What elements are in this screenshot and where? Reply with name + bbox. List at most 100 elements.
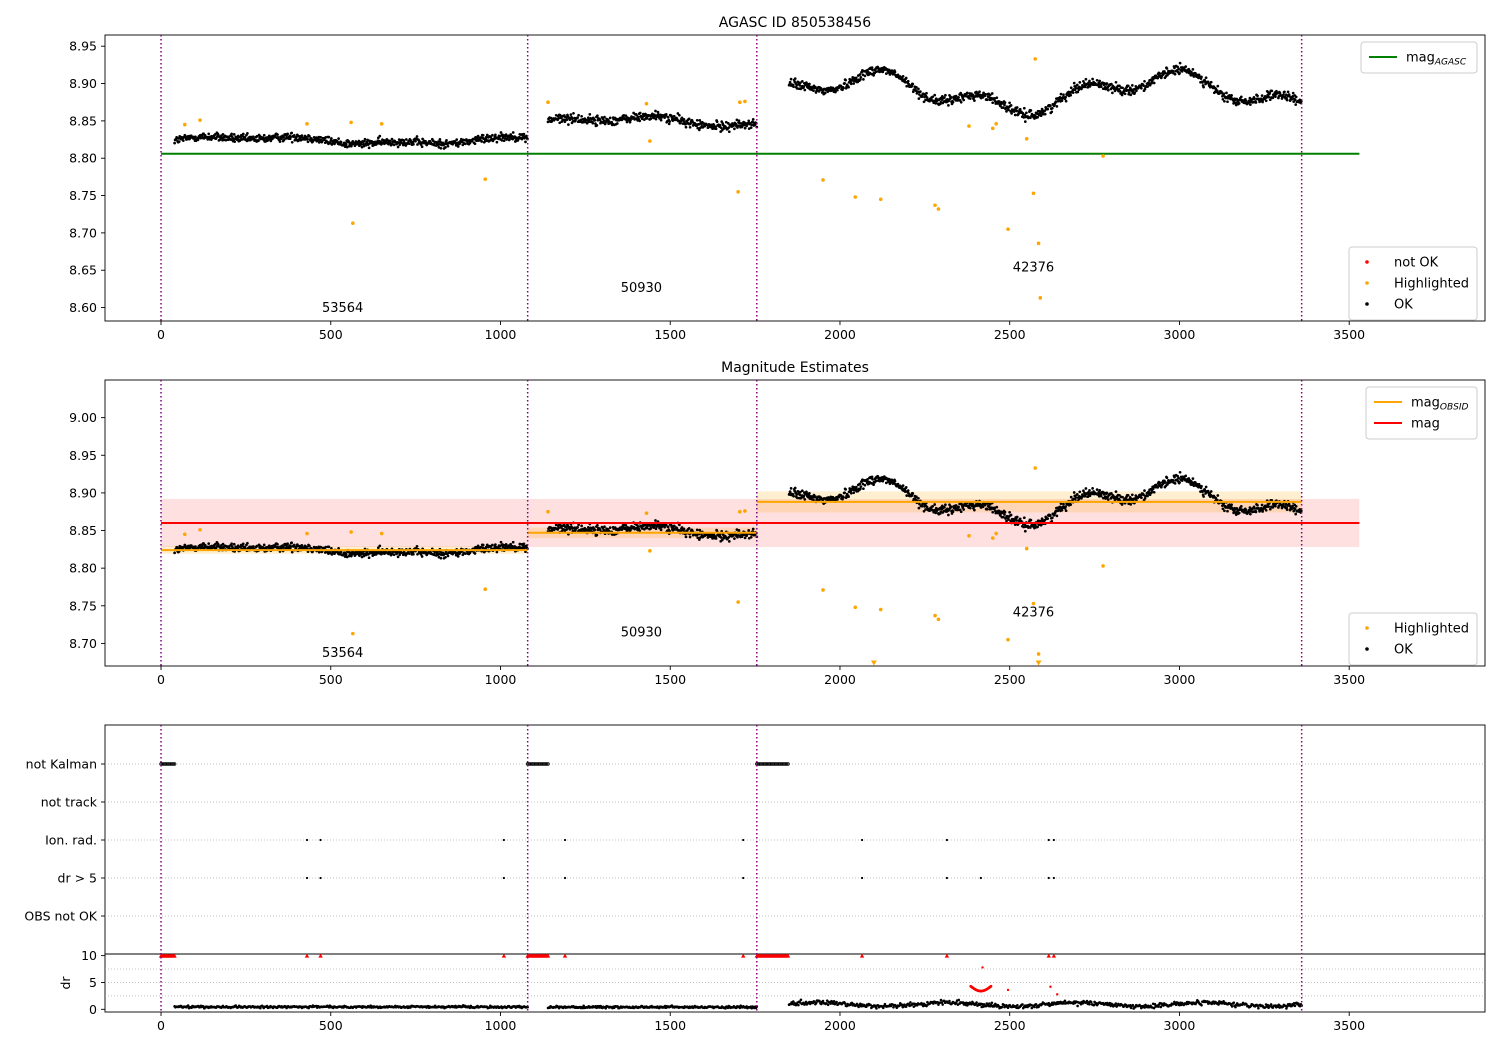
ok-point: [257, 139, 260, 142]
ok-point: [1069, 86, 1073, 90]
ok-point: [196, 138, 200, 142]
ok-point: [736, 124, 740, 128]
ok-point: [1088, 79, 1091, 83]
ok-point: [252, 135, 255, 139]
ok-point: [1076, 90, 1080, 94]
ok-point: [581, 120, 585, 124]
ok-point: [1216, 84, 1220, 88]
agasc-xtick-label: 1500: [654, 327, 686, 342]
highlighted-point: [349, 120, 353, 125]
ok-point: [714, 537, 718, 540]
ok-point: [243, 545, 247, 549]
ok-point: [808, 82, 811, 86]
ok-point: [327, 135, 331, 139]
highlighted-point: [1033, 57, 1037, 61]
ok-point: [593, 118, 597, 122]
ok-point: [988, 93, 992, 97]
offscale-marker: [870, 660, 877, 666]
ok-point: [1264, 99, 1268, 103]
ok-point: [1178, 470, 1182, 474]
ok-point: [464, 142, 467, 146]
ok-point: [365, 550, 369, 554]
ok-point: [1074, 86, 1078, 90]
ok-point: [870, 475, 874, 479]
ok-point: [727, 130, 731, 134]
ok-point: [444, 146, 447, 149]
ok-point: [678, 523, 681, 527]
ok-point: [586, 526, 590, 529]
ok-point: [565, 118, 569, 122]
ok-point: [1106, 498, 1110, 501]
ok-point: [1018, 517, 1022, 521]
ok-point: [1005, 110, 1008, 113]
agasc-plot-area: 0 500 1000 1500 2000 2500 3000 35008.608.658.70…: [69, 34, 1486, 342]
ok-point: [842, 86, 845, 90]
ok-point: [1286, 90, 1290, 94]
highlighted-point: [648, 549, 652, 553]
ok-point: [1264, 508, 1268, 512]
ok-point: [1292, 509, 1296, 513]
ok-point: [1143, 497, 1147, 500]
ok-point: [511, 131, 515, 134]
ok-point: [294, 545, 298, 549]
ok-point: [1040, 517, 1044, 521]
ok-point: [513, 545, 517, 548]
estimates-obsid-label: 53564: [322, 646, 363, 661]
ok-point: [1234, 513, 1238, 516]
ok-point: [286, 132, 289, 136]
highlighted-point: [349, 530, 353, 534]
ok-point: [1239, 95, 1243, 99]
ok-point: [978, 90, 981, 94]
flag-point: [742, 876, 745, 880]
estimates-xtick-label: 3500: [1333, 672, 1365, 687]
ok-point: [1121, 495, 1124, 499]
ok-point: [735, 528, 739, 531]
ok-point: [1064, 509, 1068, 513]
ok-point: [1069, 503, 1073, 506]
ok-point: [751, 118, 755, 121]
ok-point: [390, 137, 394, 141]
ok-point: [1105, 82, 1109, 85]
ok-point: [594, 122, 597, 125]
ok-point: [954, 94, 958, 98]
ok-point: [737, 528, 741, 532]
flag-points-not-kalman: [159, 762, 790, 766]
highlighted-point: [1031, 191, 1036, 196]
ok-point: [1064, 95, 1067, 99]
ok-point: [1253, 506, 1256, 510]
ok-point: [1022, 106, 1026, 110]
highlighted-point: [936, 207, 941, 211]
ok-point: [943, 96, 946, 99]
ok-point: [1260, 503, 1264, 507]
ok-point: [697, 123, 701, 126]
ok-point: [608, 526, 612, 529]
highlighted-point: [853, 605, 858, 610]
ok-point: [1099, 85, 1103, 89]
ok-point: [317, 141, 321, 144]
ok-point: [984, 502, 987, 506]
ok-point: [464, 552, 467, 555]
ok-point: [1180, 479, 1184, 482]
ok-point: [836, 498, 839, 501]
ok-point: [949, 96, 953, 99]
ok-point: [444, 555, 447, 559]
ok-point: [918, 93, 921, 96]
highlighted-point: [990, 126, 995, 131]
agasc-highlighted-points: [182, 57, 1105, 300]
ok-point: [918, 502, 921, 506]
ok-point: [884, 481, 888, 485]
ok-point: [680, 116, 684, 120]
ok-point: [1215, 498, 1219, 502]
ok-point: [1077, 497, 1081, 501]
ok-point: [229, 138, 233, 142]
ok-point: [1223, 99, 1226, 103]
agasc-obsid-label: 53564: [322, 301, 363, 316]
ok-point: [812, 89, 815, 93]
ok-point: [1015, 106, 1019, 109]
ok-point: [663, 525, 666, 529]
ok-point: [1140, 86, 1143, 90]
agasc-mag-legend-subscript: AGASC: [1434, 58, 1467, 68]
ok-point: [737, 119, 741, 123]
